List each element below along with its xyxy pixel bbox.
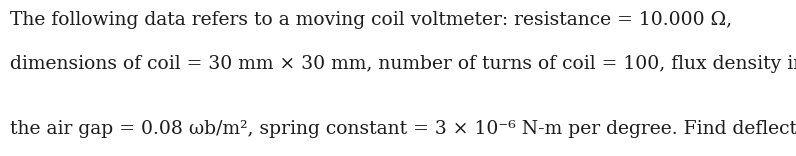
Text: dimensions of coil = 30 mm × 30 mm, number of turns of coil = 100, flux density : dimensions of coil = 30 mm × 30 mm, numb… [10, 55, 796, 73]
Text: the air gap = 0.08 ωb/m², spring constant = 3 × 10⁻⁶ N-m per degree. Find deflec: the air gap = 0.08 ωb/m², spring constan… [10, 120, 796, 138]
Text: The following data refers to a moving coil voltmeter: resistance = 10.000 Ω,: The following data refers to a moving co… [10, 11, 732, 29]
